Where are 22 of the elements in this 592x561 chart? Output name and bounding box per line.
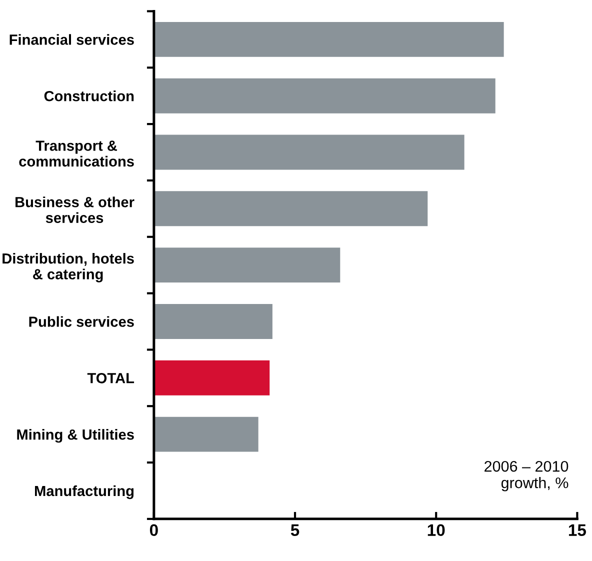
bar <box>154 360 270 396</box>
annotation: 2006 – 2010 growth, % <box>484 460 568 492</box>
bar <box>154 416 258 452</box>
x-tick-label: 5 <box>290 524 300 536</box>
bar <box>154 304 272 339</box>
x-tick-label: 10 <box>428 524 445 536</box>
y-tick-label: Distribution, hotels & catering <box>2 252 134 282</box>
y-tick-label: Mining & Utilities <box>17 429 134 443</box>
bar <box>154 248 340 283</box>
y-tick-label: Manufacturing <box>35 485 134 500</box>
x-tick-label: 15 <box>568 524 586 536</box>
bar <box>154 22 504 57</box>
y-tick-label: Public services <box>29 316 134 327</box>
y-tick-label: TOTAL <box>87 372 134 384</box>
x-tick-label: 0 <box>150 524 158 536</box>
bar <box>154 78 496 114</box>
bar <box>154 134 464 170</box>
y-tick-label: Financial services <box>10 34 134 45</box>
bar <box>154 191 428 226</box>
y-tick-label: Business & other services <box>16 196 134 223</box>
y-tick-label: Construction <box>44 90 134 102</box>
y-tick-label: Transport & communications <box>19 140 134 167</box>
